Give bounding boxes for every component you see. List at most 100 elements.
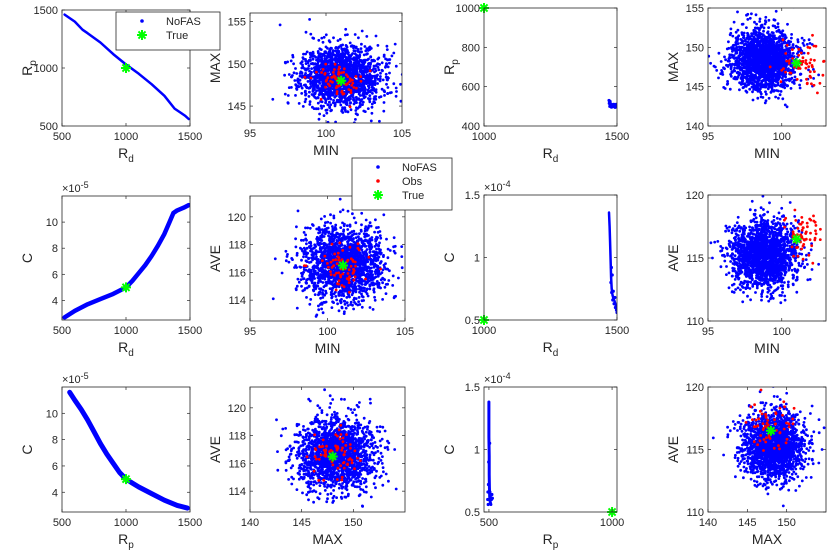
data-point [344, 27, 348, 31]
data-point [807, 68, 810, 72]
data-point [774, 26, 778, 30]
data-point [745, 68, 749, 71]
data-point [329, 46, 333, 50]
data-point [360, 59, 363, 63]
data-point [332, 124, 335, 127]
plot-area [62, 202, 190, 320]
data-point [775, 41, 779, 44]
data-point [771, 39, 775, 43]
data-point [742, 59, 746, 63]
data-point [783, 103, 787, 107]
data-point [315, 227, 319, 231]
data-point [321, 95, 325, 99]
data-point [390, 91, 393, 94]
data-point [294, 94, 297, 97]
data-point [805, 81, 809, 85]
data-point [369, 55, 373, 59]
data-point [774, 9, 778, 13]
data-point [397, 276, 400, 280]
data-point [764, 90, 767, 94]
data-point [326, 52, 330, 56]
data-point [794, 44, 798, 48]
y-tick-label: 10 [46, 217, 58, 229]
data-point [329, 97, 333, 101]
data-point [340, 99, 343, 103]
series-nofas [271, 197, 404, 318]
data-point [742, 34, 746, 38]
data-point [337, 50, 341, 54]
data-point [766, 62, 769, 66]
data-point [355, 96, 358, 99]
data-point [367, 62, 370, 66]
data-point [321, 61, 324, 65]
data-point [748, 43, 751, 47]
data-point [368, 65, 372, 69]
data-point [806, 51, 810, 55]
data-point [302, 246, 306, 250]
data-point [345, 91, 349, 94]
data-point [735, 71, 739, 75]
data-point [744, 85, 748, 88]
data-point [305, 50, 309, 54]
data-point [799, 48, 803, 52]
data-point [347, 88, 351, 91]
data-point [290, 86, 293, 89]
data-point [350, 83, 354, 87]
data-point [302, 277, 305, 281]
data-point [292, 71, 296, 75]
data-point [326, 46, 329, 50]
data-point [303, 76, 307, 79]
data-point [311, 57, 315, 61]
data-point [311, 224, 315, 227]
data-point [756, 96, 760, 100]
data-point [731, 34, 735, 38]
x-axis-label: Rd [543, 145, 559, 165]
data-point [362, 90, 365, 94]
data-point [371, 80, 375, 83]
data-point [372, 287, 376, 291]
data-point [346, 242, 350, 246]
data-point [328, 49, 332, 53]
data-point [379, 236, 383, 240]
data-point [758, 31, 762, 35]
x-tick-label: 1000 [114, 325, 138, 337]
data-point [768, 65, 772, 69]
data-point [337, 45, 341, 49]
data-point [322, 35, 326, 39]
data-point [308, 18, 311, 21]
data-point [770, 34, 773, 37]
data-point [339, 103, 343, 107]
data-point [323, 72, 327, 75]
data-point [388, 269, 391, 273]
data-point [384, 292, 388, 295]
data-point [348, 231, 352, 235]
data-point [759, 48, 763, 52]
x-tick-label: 105 [393, 128, 411, 140]
data-point [358, 251, 361, 254]
data-point [334, 57, 338, 60]
data-point [335, 90, 339, 93]
data-point [715, 69, 719, 72]
data-point [769, 43, 773, 47]
data-point [309, 56, 312, 59]
data-point [748, 87, 752, 91]
data-point [331, 101, 335, 105]
data-point [370, 111, 374, 115]
data-point [729, 73, 732, 76]
data-point [776, 53, 780, 56]
data-point [371, 92, 374, 95]
data-point [817, 73, 821, 77]
data-point [349, 91, 353, 95]
data-point [747, 58, 751, 61]
data-point [781, 60, 785, 64]
data-point [297, 102, 301, 105]
data-point [368, 100, 372, 104]
data-point [734, 30, 738, 34]
data-point [338, 88, 342, 92]
data-point [361, 100, 365, 104]
data-point [614, 102, 617, 106]
y-tick-label: 1500 [34, 5, 58, 17]
data-point [322, 114, 326, 117]
data-point [790, 33, 793, 36]
